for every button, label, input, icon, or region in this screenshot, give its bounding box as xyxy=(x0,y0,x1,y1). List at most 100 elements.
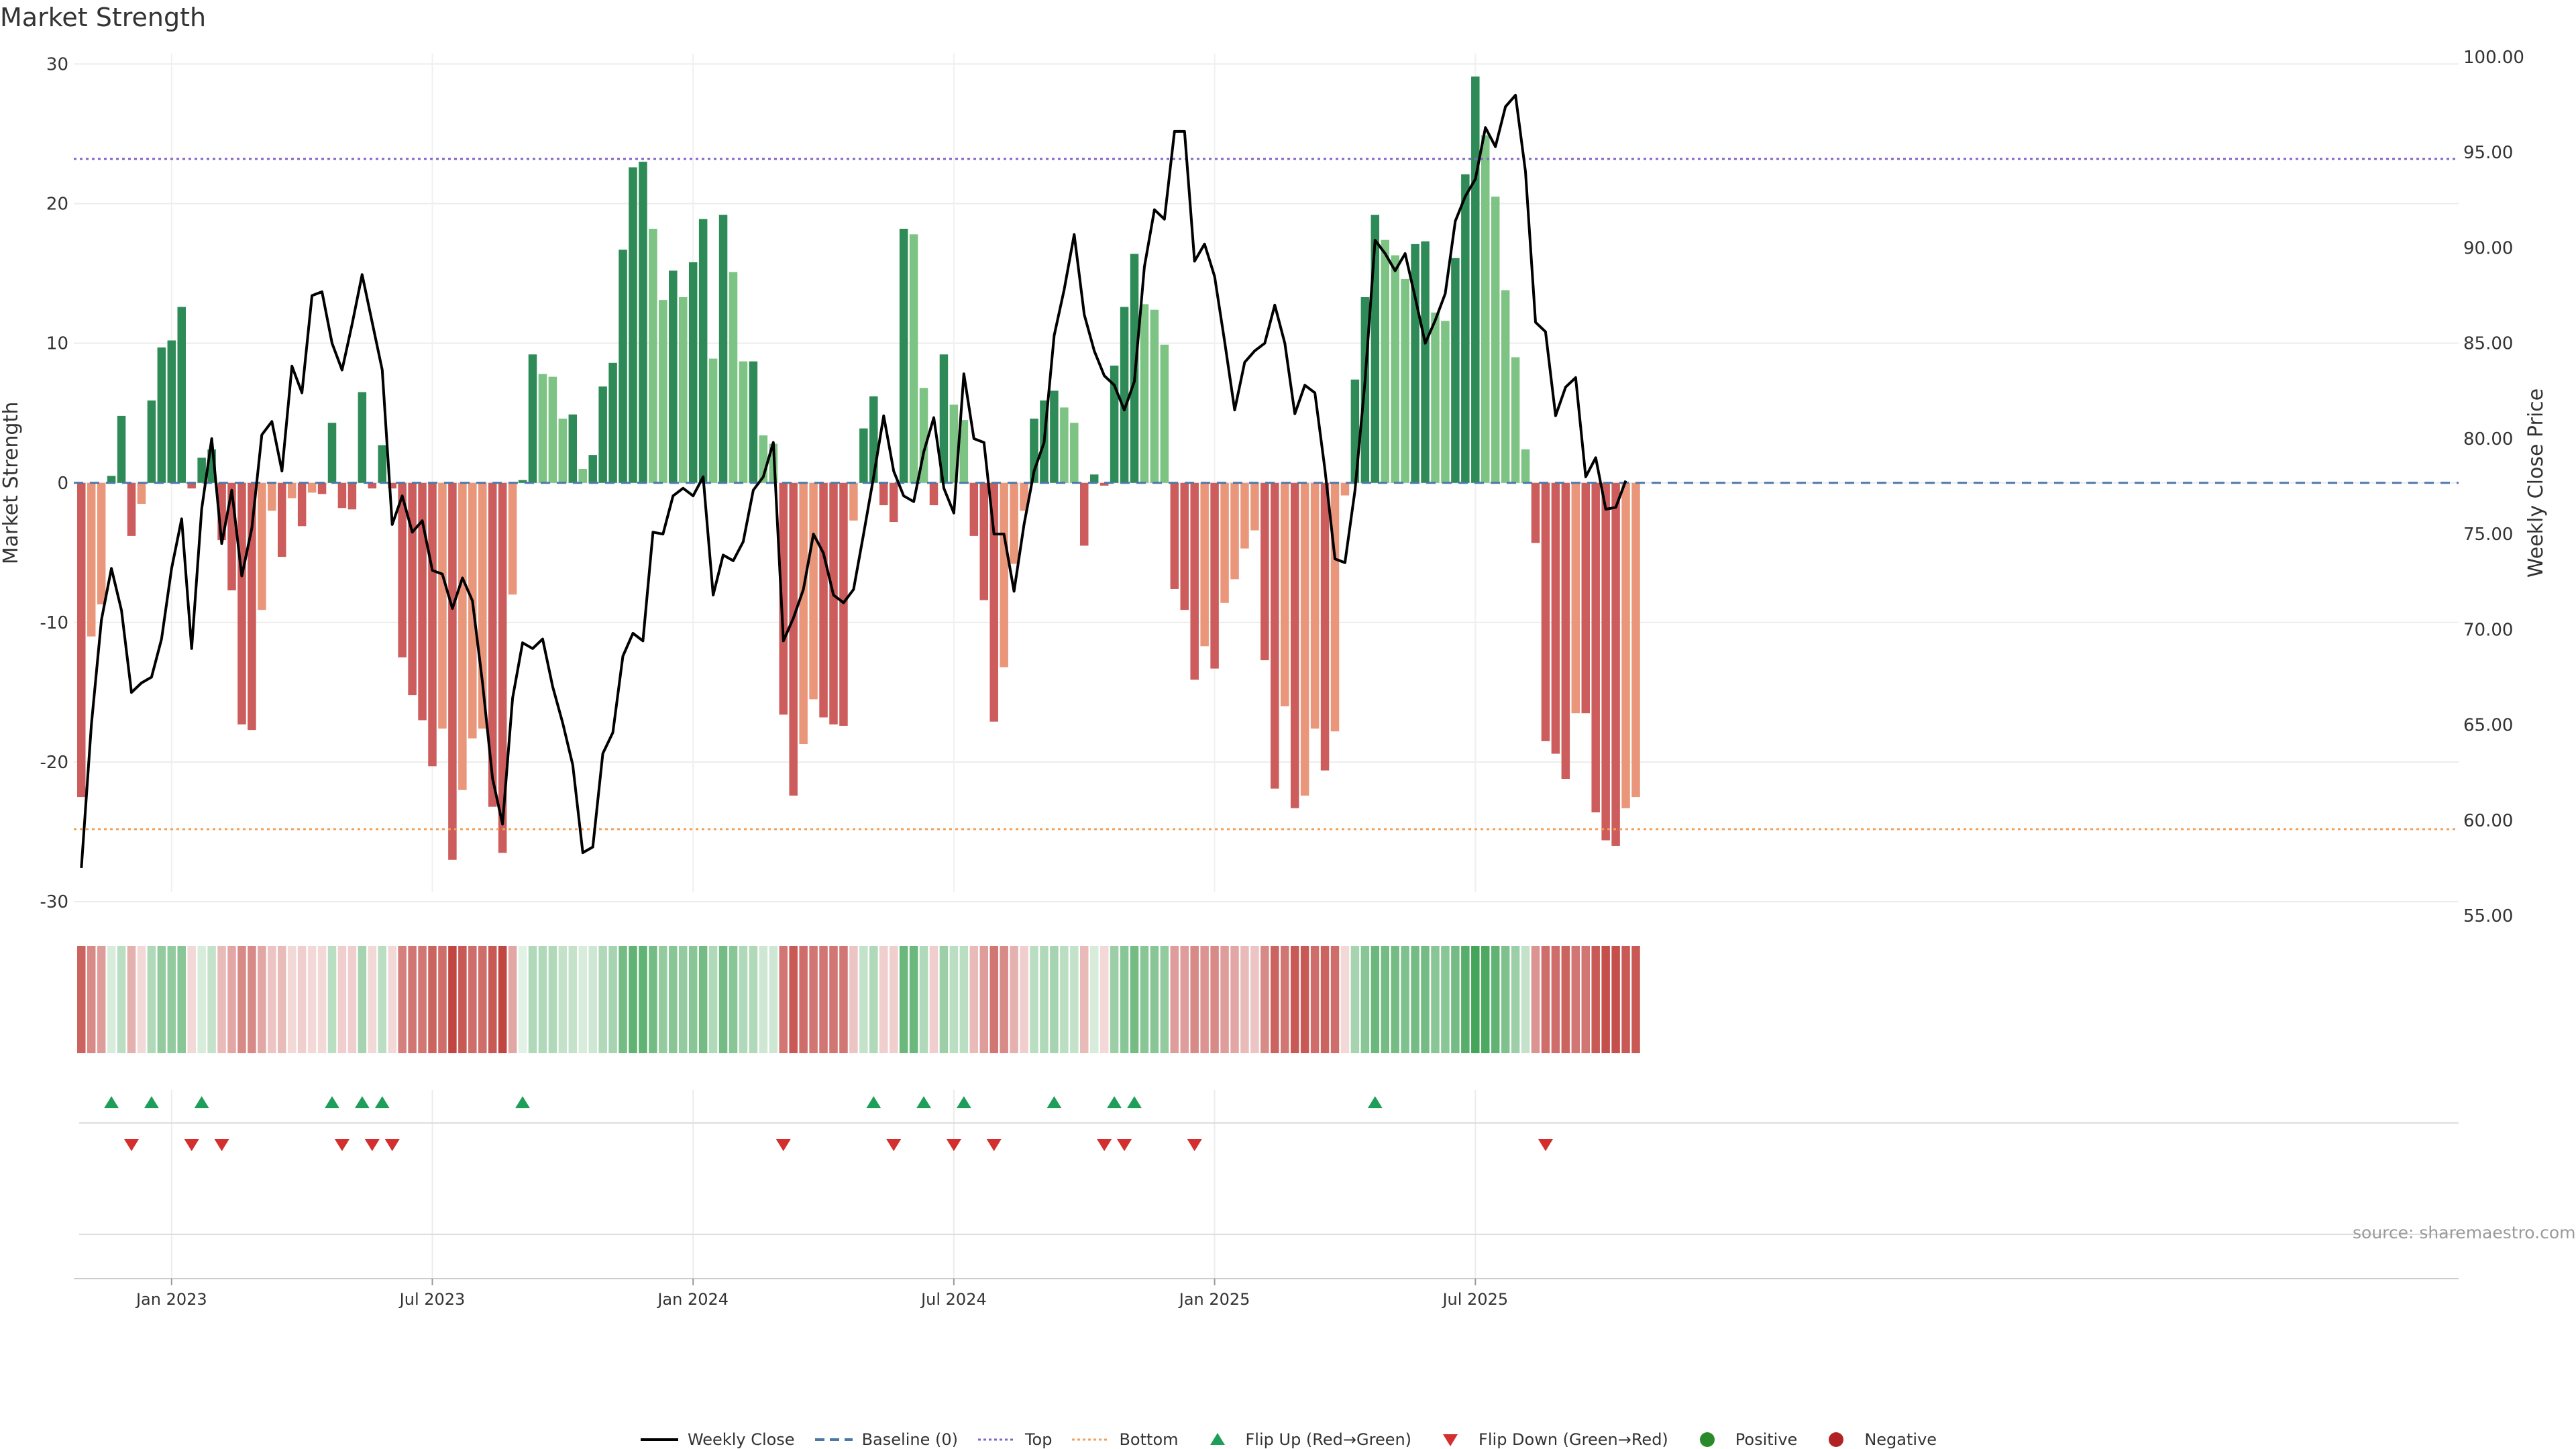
flip-up-marker xyxy=(866,1096,881,1108)
heat-cell xyxy=(588,946,597,1053)
heat-cell xyxy=(1180,946,1189,1053)
strength-bar xyxy=(1340,482,1350,496)
strength-bar xyxy=(989,482,998,722)
heat-cell xyxy=(939,946,949,1053)
legend-item: Flip Up (Red→Green) xyxy=(1197,1430,1411,1449)
heat-cell xyxy=(859,946,868,1053)
heat-cell xyxy=(769,946,778,1053)
strength-bar xyxy=(177,307,186,483)
legend-swatch-dot-bottom xyxy=(1072,1438,1110,1441)
heat-cell xyxy=(237,946,246,1053)
strength-bar xyxy=(1099,482,1109,486)
strength-bar xyxy=(438,482,447,729)
heat-cell xyxy=(1381,946,1389,1053)
flip-up-marker xyxy=(1367,1096,1383,1108)
strength-bar xyxy=(147,400,156,483)
strength-bar xyxy=(378,445,386,483)
strength-bar xyxy=(518,480,527,483)
heat-cell xyxy=(1471,946,1480,1053)
heat-cell xyxy=(1250,946,1259,1053)
x-tick-label: Jul 2024 xyxy=(920,1290,987,1309)
heat-cell xyxy=(317,946,327,1053)
strength-bar xyxy=(548,376,557,483)
strength-bar xyxy=(1531,482,1540,543)
x-tick-label: Jan 2024 xyxy=(656,1290,729,1309)
legend-item: Baseline (0) xyxy=(814,1430,958,1449)
heat-cell xyxy=(87,946,96,1053)
heat-cell xyxy=(1451,946,1460,1053)
heat-cell xyxy=(739,946,748,1053)
heat-cell xyxy=(1411,946,1419,1053)
heat-cell xyxy=(1441,946,1450,1053)
strength-bar xyxy=(287,482,297,498)
x-tick-label: Jul 2025 xyxy=(1441,1290,1508,1309)
heat-cell xyxy=(1240,946,1249,1053)
heat-cell xyxy=(438,946,447,1053)
heat-cell xyxy=(629,946,637,1053)
legend-item: Weekly Close xyxy=(639,1430,795,1449)
strength-bar xyxy=(1300,482,1309,796)
x-tick-label: Jul 2023 xyxy=(398,1290,466,1309)
strength-bar xyxy=(1200,482,1209,647)
strength-bar xyxy=(839,482,848,726)
strength-bar xyxy=(428,482,437,767)
strength-bar xyxy=(619,250,627,483)
strength-bar xyxy=(258,482,266,610)
heat-cell xyxy=(969,946,979,1053)
heat-cell xyxy=(1421,946,1430,1053)
heat-cell xyxy=(708,946,718,1053)
strength-bar xyxy=(1290,482,1299,808)
heat-cell xyxy=(258,946,266,1053)
strength-bar xyxy=(558,419,568,483)
legend-swatch-tri-up xyxy=(1210,1433,1225,1445)
strength-bar xyxy=(1010,482,1018,564)
heat-cell xyxy=(1611,946,1620,1053)
heat-cell xyxy=(809,946,818,1053)
strength-bar xyxy=(598,386,607,483)
flip-down-marker xyxy=(184,1139,199,1151)
strength-bar xyxy=(949,405,959,483)
heat-cell xyxy=(1581,946,1590,1053)
strength-bar xyxy=(1611,482,1620,846)
right-tick-label: 60.00 xyxy=(2463,811,2513,831)
strength-bar xyxy=(959,420,969,483)
strength-bar xyxy=(127,482,136,536)
right-axis: 100.00 95.00 90.00 85.00 80.00 75.00 70.00 65.0… xyxy=(2463,48,2524,926)
heat-cell xyxy=(929,946,938,1053)
strength-bar xyxy=(1180,482,1189,610)
chart-title: Market Strength xyxy=(0,3,207,32)
heat-cell xyxy=(207,946,216,1053)
strength-bar xyxy=(688,262,698,483)
strength-bar xyxy=(578,468,587,483)
heat-cell xyxy=(1190,946,1199,1053)
heat-cell xyxy=(1150,946,1159,1053)
heat-cell xyxy=(307,946,317,1053)
left-tick-label: 0 xyxy=(57,474,68,494)
strength-bar xyxy=(1601,482,1610,841)
flip-down-marker xyxy=(886,1139,902,1151)
heat-cell xyxy=(418,946,427,1053)
strength-bar xyxy=(1491,197,1500,483)
strength-bar xyxy=(1220,482,1229,603)
heat-cell xyxy=(909,946,918,1053)
strength-bar xyxy=(1521,449,1530,483)
flip-down-marker xyxy=(124,1139,139,1151)
strength-bar xyxy=(268,482,276,511)
legend-label: Positive xyxy=(1735,1430,1798,1449)
strength-bar xyxy=(107,476,116,483)
flip-up-marker xyxy=(956,1096,971,1108)
legend-label: Flip Down (Green→Red) xyxy=(1479,1430,1668,1449)
legend-swatch-line xyxy=(640,1438,678,1441)
strength-bar xyxy=(1441,321,1450,483)
heat-cell xyxy=(287,946,297,1053)
strength-bar xyxy=(1060,407,1069,483)
heat-cell xyxy=(1571,946,1580,1053)
heat-cell xyxy=(879,946,888,1053)
strength-bar xyxy=(1621,482,1630,808)
strength-bar xyxy=(157,347,166,483)
heat-cell xyxy=(1360,946,1370,1053)
heat-cell xyxy=(177,946,186,1053)
heat-cell xyxy=(1551,946,1560,1053)
heat-cell xyxy=(568,946,578,1053)
